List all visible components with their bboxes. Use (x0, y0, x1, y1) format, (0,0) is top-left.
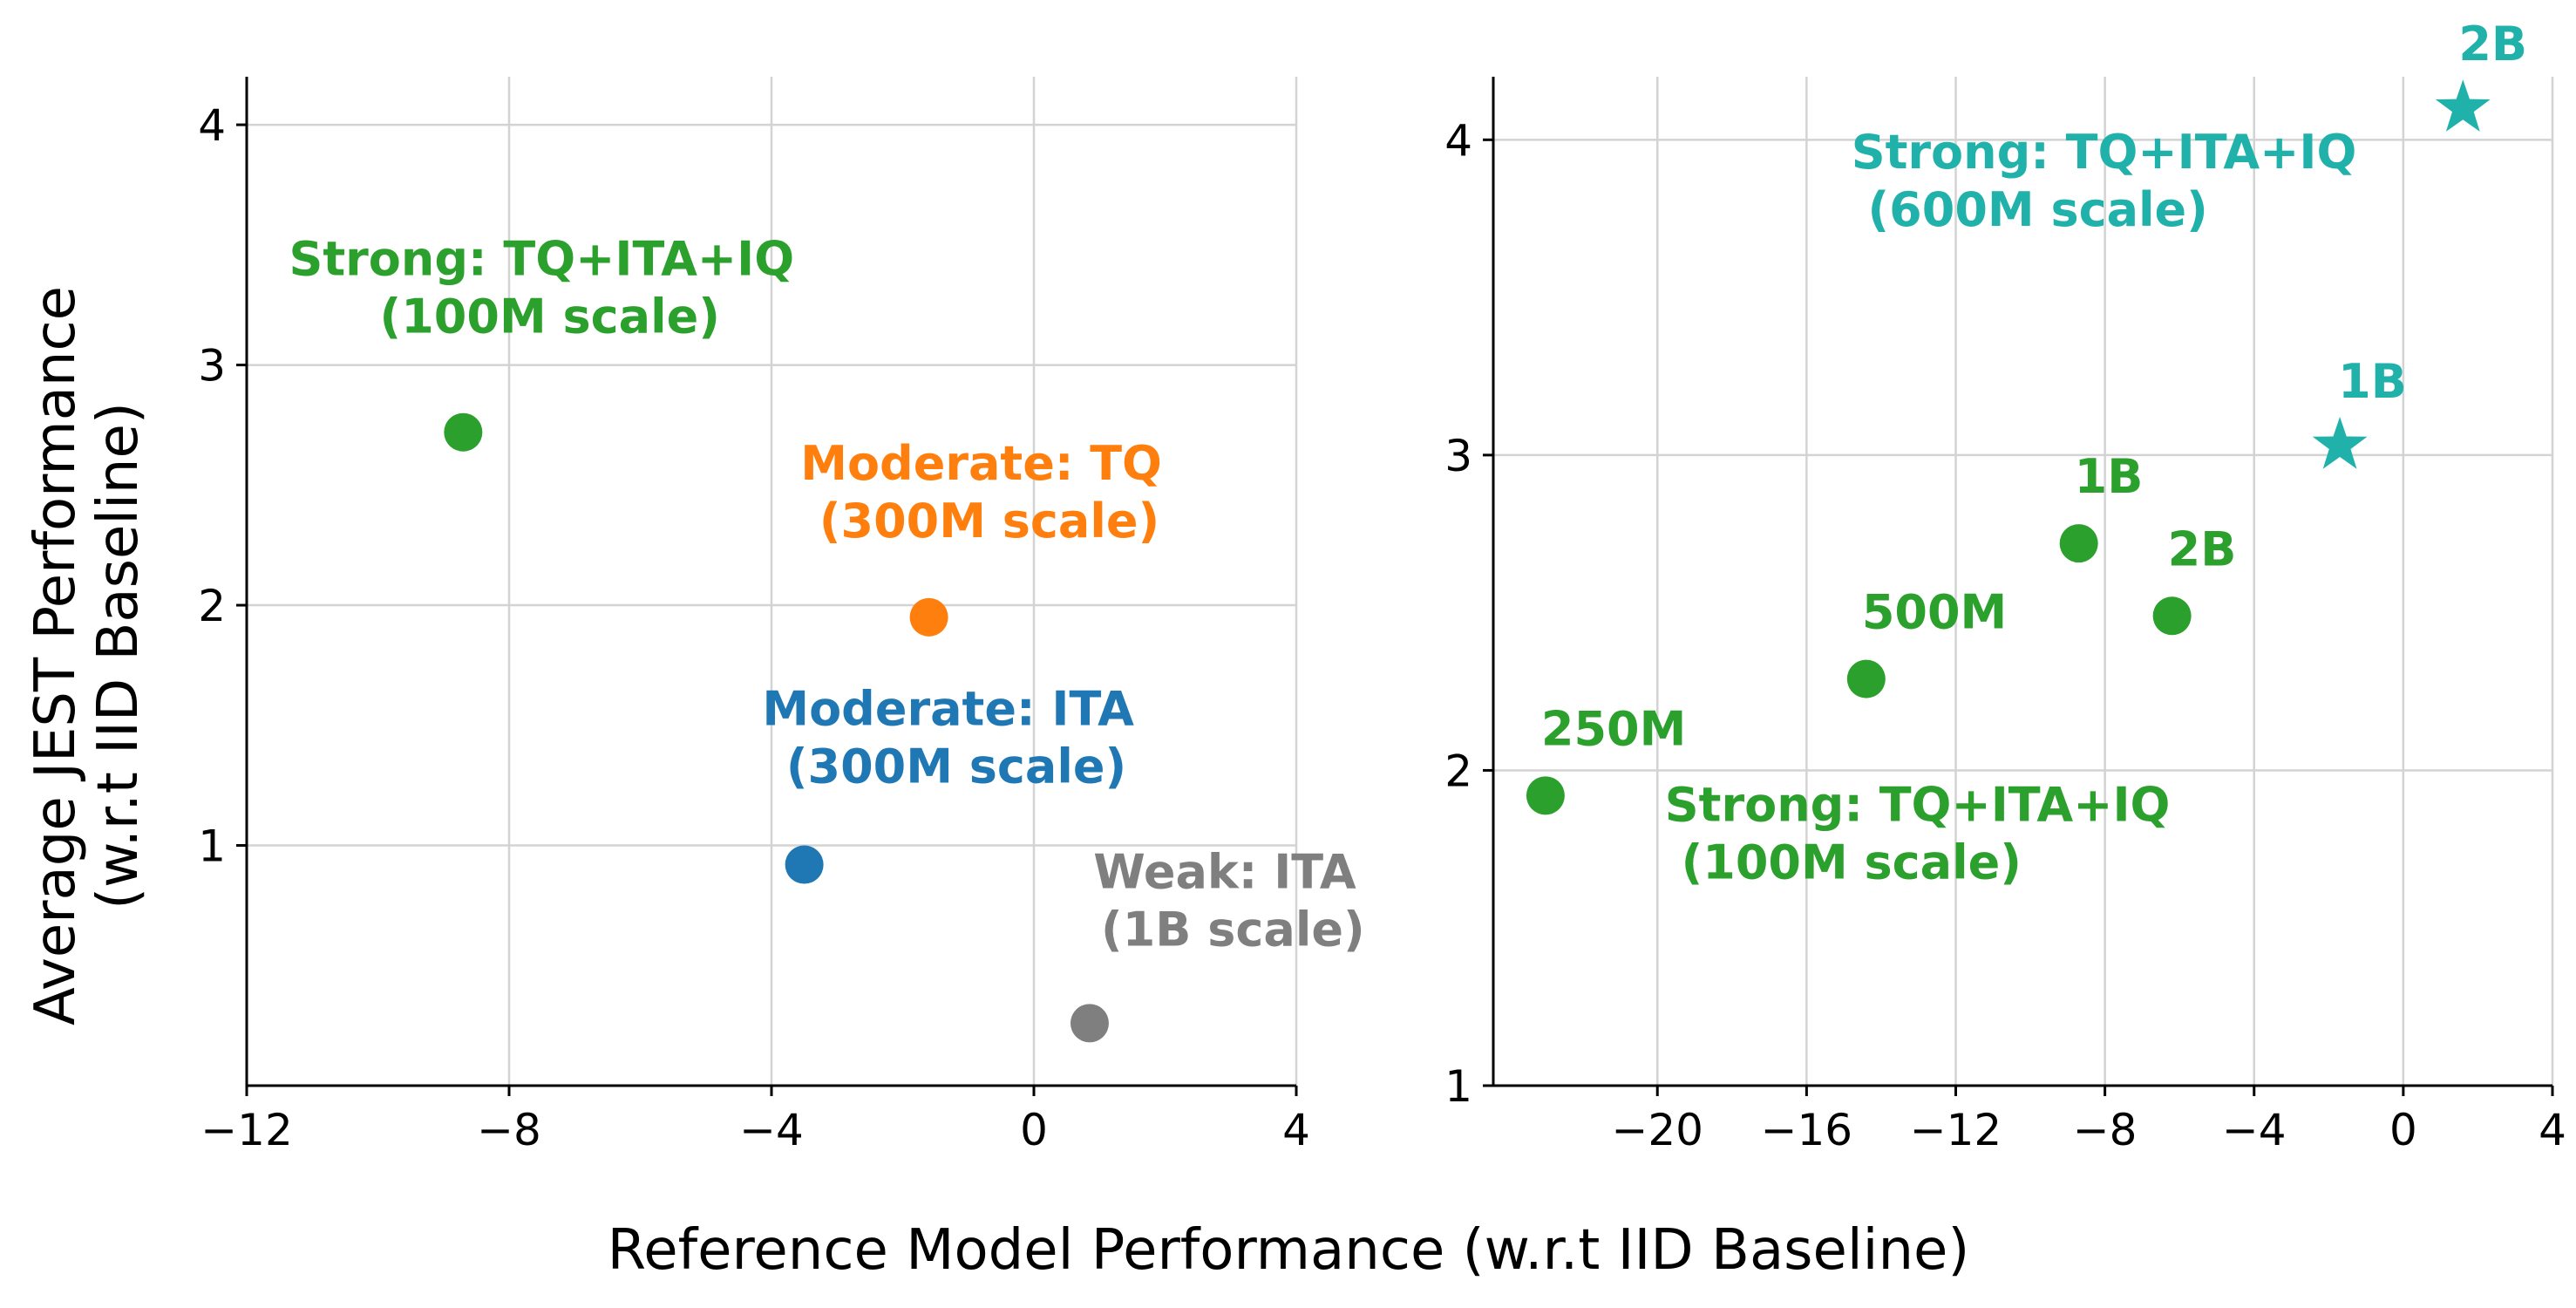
point-label-line2: (300M scale) (770, 739, 1126, 794)
shared-x-axis-label: Reference Model Performance (w.r.t IID B… (608, 1218, 1970, 1283)
x-tick-label: −8 (477, 1105, 541, 1155)
star-data-point (2312, 417, 2368, 469)
x-tick-label: 0 (1020, 1105, 1048, 1155)
x-tick-label: 4 (2539, 1105, 2566, 1155)
data-point (1846, 659, 1886, 698)
star-data-point (2435, 79, 2491, 132)
x-tick-label: −4 (2222, 1105, 2287, 1155)
y-axis-label-line2: (w.r.t IID Baseline) (86, 402, 151, 909)
point-size-label: 1B (2075, 449, 2144, 504)
point-label-line2: (300M scale) (803, 494, 1159, 548)
point-label-line1: Moderate: TQ (800, 436, 1162, 491)
series-annotation-line2: (600M scale) (1852, 182, 2208, 237)
right-chart: −20 −16 −12 −8 −4 0 4 1 2 3 4 250M 500M 1B 2B 1B 2B Stron… (1444, 17, 2566, 1155)
x-tick-label: −20 (1611, 1105, 1703, 1155)
point-size-label: 2B (2168, 521, 2237, 576)
series-annotation-line1: Strong: TQ+ITA+IQ (1665, 777, 2171, 832)
data-point (444, 412, 483, 452)
data-point (785, 845, 824, 884)
x-tick-label: −16 (1761, 1105, 1853, 1155)
x-tick-label: 0 (2389, 1105, 2417, 1155)
series-annotation-line2: (100M scale) (1665, 835, 2022, 889)
y-tick-label: 2 (1444, 746, 1472, 796)
point-size-label: 1B (2338, 354, 2407, 409)
left-chart: −12 −8 −4 0 4 1 2 3 4 Strong: TQ+ITA+IQ (100M sca… (198, 77, 1365, 1155)
point-size-label: 500M (1862, 585, 2007, 640)
data-point (909, 597, 948, 637)
data-point (1070, 1004, 1109, 1043)
point-size-label: 2B (2458, 17, 2527, 72)
y-tick-label: 3 (198, 341, 226, 392)
point-size-label: 250M (1541, 701, 1686, 756)
x-tick-label: −12 (1910, 1105, 2002, 1155)
y-tick-label: 3 (1444, 431, 1472, 481)
data-point (2152, 596, 2192, 636)
point-label-line2: (1B scale) (1084, 902, 1364, 957)
y-tick-label: 1 (1444, 1061, 1472, 1112)
x-tick-label: −8 (2073, 1105, 2138, 1155)
y-tick-label: 4 (1444, 115, 1472, 166)
point-label-line1: Strong: TQ+ITA+IQ (289, 232, 794, 287)
x-tick-label: 4 (1282, 1105, 1310, 1155)
point-label-line2: (100M scale) (364, 290, 720, 344)
y-tick-label: 4 (198, 100, 226, 151)
y-tick-label: 1 (198, 821, 226, 872)
point-label-line1: Moderate: ITA (762, 682, 1134, 737)
point-label-line1: Weak: ITA (1093, 844, 1356, 899)
x-tick-label: −4 (739, 1105, 804, 1155)
y-tick-label: 2 (198, 581, 226, 631)
data-point (2059, 524, 2098, 563)
shared-y-axis-label: Average JEST Performance (w.r.t IID Base… (24, 286, 151, 1025)
x-tick-label: −12 (201, 1105, 293, 1155)
y-axis-label-line1: Average JEST Performance (24, 286, 88, 1025)
data-point (1526, 776, 1565, 815)
series-annotation-line1: Strong: TQ+ITA+IQ (1852, 125, 2357, 180)
